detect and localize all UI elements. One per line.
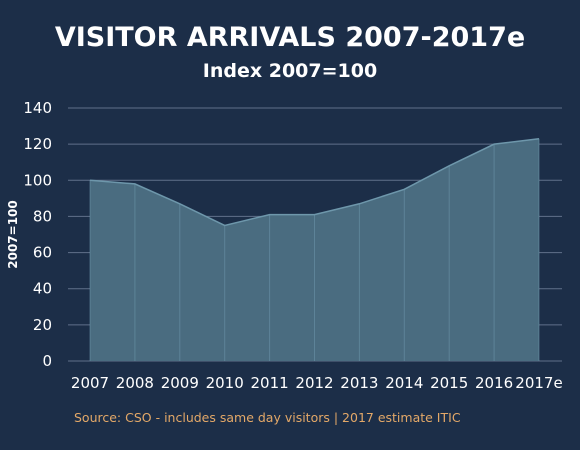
x-tick-labels: 2007 2008 2009 2010 2011 2012 2013 2014 2015 2016… <box>71 374 563 392</box>
y-tick-label-120: 120 <box>23 135 52 153</box>
x-tick-label-2008: 2008 <box>116 374 154 392</box>
vertical-grid-lines <box>89 138 540 361</box>
y-tick-label-0: 0 <box>42 352 52 370</box>
x-tick-label-2009: 2009 <box>161 374 199 392</box>
y-tick-label-60: 60 <box>33 244 52 262</box>
y-tick-label-80: 80 <box>33 207 52 225</box>
chart-title: VISITOR ARRIVALS 2007-2017e <box>54 22 526 53</box>
y-tick-label-20: 20 <box>33 316 52 334</box>
source-note: Source: CSO - includes same day visitors… <box>74 410 461 425</box>
y-tick-label-140: 140 <box>23 99 52 117</box>
x-tick-label-2013: 2013 <box>340 374 378 392</box>
y-tick-label-100: 100 <box>23 171 52 189</box>
x-tick-label-2014: 2014 <box>385 374 423 392</box>
y-axis-label: 2007=100 <box>6 200 20 269</box>
x-tick-label-2007: 2007 <box>71 374 109 392</box>
x-tick-label-2015: 2015 <box>430 374 468 392</box>
chart-subtitle: Index 2007=100 <box>202 60 378 82</box>
x-tick-label-2010: 2010 <box>206 374 244 392</box>
y-tick-label-40: 40 <box>33 280 52 298</box>
x-tick-label-2016: 2016 <box>475 374 513 392</box>
x-tick-label-2012: 2012 <box>295 374 333 392</box>
x-tick-label-2017e: 2017e <box>515 374 562 392</box>
x-tick-label-2011: 2011 <box>251 374 289 392</box>
y-tick-labels: 0 20 40 60 80 100 120 140 <box>23 99 52 370</box>
